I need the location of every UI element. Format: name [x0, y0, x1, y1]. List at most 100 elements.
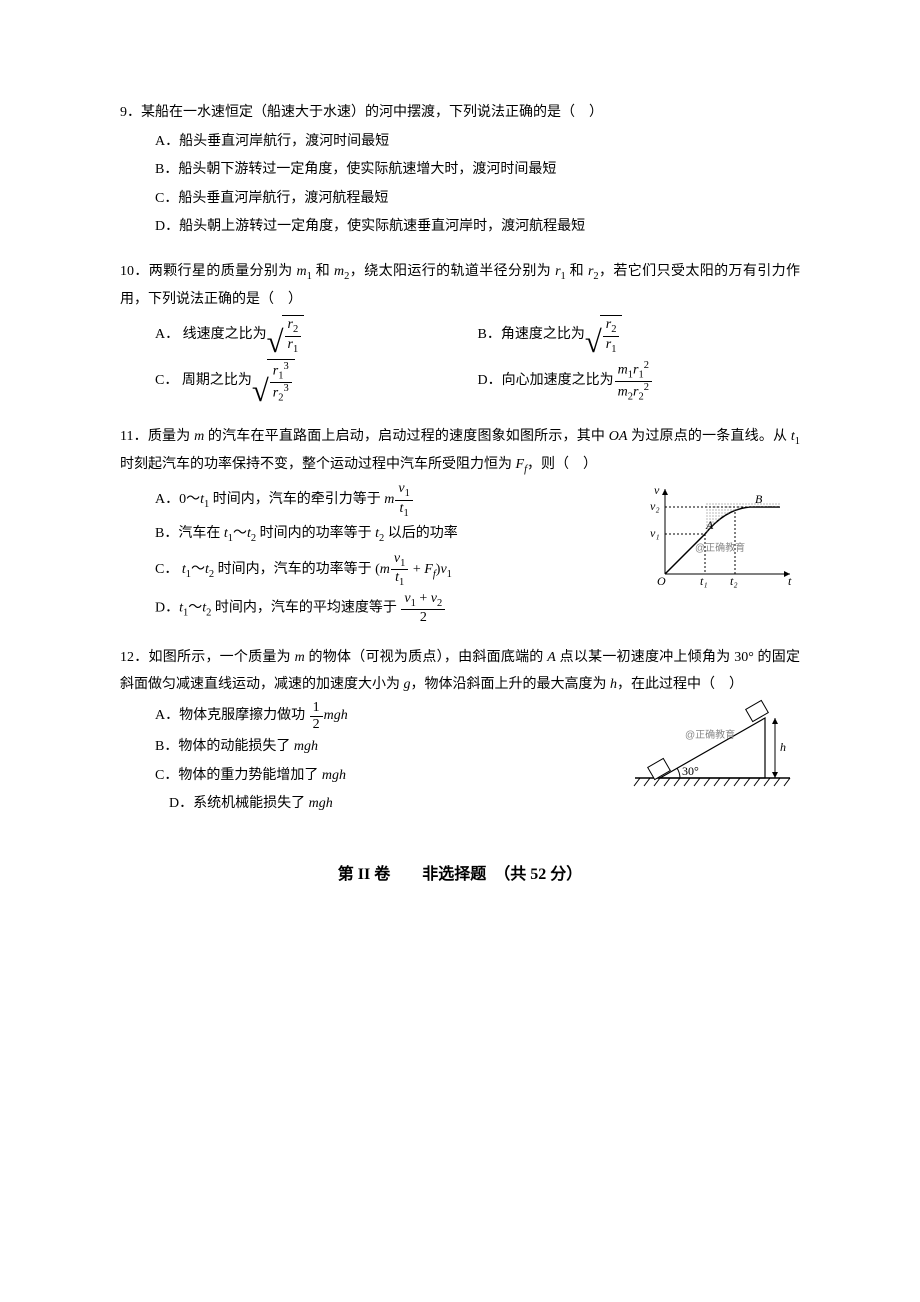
q9-option-c: C．船头垂直河岸航行，渡河航程最短	[155, 186, 800, 213]
q11-b-a: B．汽车在	[155, 526, 224, 541]
q11-option-d: D．t1～t2 时间内，汽车的平均速度等于 v1 + v22	[155, 591, 620, 626]
q12-fig-watermark: @正确教育	[685, 728, 735, 741]
q10-d-den-rsup: 2	[644, 382, 649, 393]
q9-options: A．船头垂直河岸航行，渡河时间最短 B．船头朝下游转过一定角度，使实际航速增大时…	[120, 129, 800, 241]
q11-options: A．0～t1 时间内，汽车的牵引力等于 mv1t1 B．汽车在 t1～t2 时间…	[120, 481, 620, 625]
q12-number: 12．	[120, 650, 148, 665]
q11-stem-a: 质量为	[148, 429, 194, 444]
q10-d-den-rsub: 2	[638, 391, 643, 402]
q12-stem-e: ，在此过程中（ ）	[617, 677, 743, 692]
q12-stem-b: 的物体（可视为质点），由斜面底端的	[305, 650, 548, 665]
q10-option-b: B．角速度之比为 √r2r1	[478, 315, 801, 355]
q12-g: g	[404, 677, 411, 692]
section-2-title: 第 II 卷 非选择题 （共 52 分）	[120, 860, 800, 890]
q12-d-txt: D．系统机械能损失了	[169, 796, 309, 811]
q11-d-b: ～	[188, 600, 202, 615]
q11-option-c: C． t1～t2 时间内，汽车的功率等于 (mv1t1 + Ff)v1	[155, 551, 620, 589]
q12-a-den: 2	[310, 716, 323, 732]
q12-stem-d: ，物体沿斜面上升的最大高度为	[411, 677, 611, 692]
q11-fig-t1: t₁	[700, 574, 708, 588]
q10-a-num-sub: 2	[293, 324, 298, 335]
q11-fig-o: O	[657, 574, 666, 588]
q12-stem-a: 如图所示，一个质量为	[148, 650, 294, 665]
q11-stem: 11．质量为 m 的汽车在平直路面上启动，启动过程的速度图象如图所示，其中 OA…	[120, 424, 800, 479]
q12-b-txt: B．物体的动能损失了	[155, 739, 294, 754]
q10-option-a: A． 线速度之比为 √r2r1	[155, 315, 478, 355]
q10-c-sqrt: √r13r23	[252, 359, 295, 404]
q10-c-label: C． 周期之比为	[155, 368, 252, 395]
q9-option-b: B．船头朝下游转过一定角度，使实际航速增大时，渡河时间最短	[155, 157, 800, 184]
q12-h: h	[610, 677, 617, 692]
q11-m: m	[194, 429, 204, 444]
q12-fig-angle: 30°	[682, 764, 699, 778]
q10-c-den-sup: 3	[283, 383, 288, 394]
q11-a-b: 时间内，汽车的牵引力等于	[209, 493, 384, 508]
q11-stem-d: 时刻起汽车的功率保持不变，整个运动过程中汽车所受阻力恒为	[120, 457, 516, 472]
q10-d-frac: m1r12 m2r22	[615, 360, 652, 403]
q11-c-v1s: 1	[447, 569, 452, 580]
q10-options: A． 线速度之比为 √r2r1 B．角速度之比为 √r2r1 C． 周期之比为 …	[120, 313, 800, 406]
q12-incline-diagram: 30° h @正确教育	[630, 698, 800, 793]
q11-c-frac-den-sub: 1	[399, 577, 404, 588]
q10-b-label: B．角速度之比为	[478, 322, 585, 349]
q11-d-num-v2s: 2	[437, 597, 442, 608]
q11-a-frac-num-sub: 1	[405, 488, 410, 499]
q11-d-num-plus: +	[416, 591, 431, 606]
q10-d-den-m: m	[618, 385, 628, 400]
q11-c-m: m	[380, 562, 390, 577]
q11-c-c: 时间内，汽车的功率等于	[214, 562, 375, 577]
q11-c-frac-num-sub: 1	[400, 558, 405, 569]
q12-option-d: D．系统机械能损失了 mgh	[155, 791, 610, 818]
q11-stem-b: 的汽车在平直路面上启动，启动过程的速度图象如图所示，其中	[204, 429, 609, 444]
q11-b-b: ～	[233, 526, 247, 541]
q9-number: 9．	[120, 105, 141, 120]
q10-stem-c: ，绕太阳运行的轨道半径分别为	[349, 264, 555, 279]
q11-stem-c: 为过原点的一条直线。从	[627, 429, 790, 444]
q10-m1: m	[297, 264, 307, 279]
q11-c-ff: F	[424, 562, 433, 577]
q12-a-a: A．物体克服摩擦力做功	[155, 709, 309, 724]
q11-d-c: 时间内，汽车的平均速度等于	[211, 600, 400, 615]
q10-stem: 10．两颗行星的质量分别为 m1 和 m2，绕太阳运行的轨道半径分别为 r1 和…	[120, 259, 800, 313]
q9-stem-text: 某船在一水速恒定（船速大于水速）的河中摆渡，下列说法正确的是（ ）	[141, 105, 603, 120]
q11-fig-v1: v₁	[650, 526, 660, 540]
q11-fig-watermark: @正确教育	[695, 541, 745, 554]
q11-fig-t2: t₂	[730, 574, 738, 588]
q10-a-den-sub: 1	[293, 343, 298, 354]
q12-c-txt: C．物体的重力势能增加了	[155, 768, 322, 783]
q12-option-c: C．物体的重力势能增加了 mgh	[155, 763, 610, 790]
q11-fig-b: B	[755, 492, 763, 506]
q10-d-num-rsup: 2	[644, 360, 649, 371]
q12-a: A	[547, 650, 556, 665]
q11-oa: OA	[609, 429, 628, 444]
q10-stem-b: 和	[312, 264, 334, 279]
q10-stem-a: 两颗行星的质量分别为	[149, 264, 297, 279]
q11-fig-v: v	[654, 483, 660, 497]
q9-option-d: D．船头朝上游转过一定角度，使实际航速垂直河岸时，渡河航程最短	[155, 214, 800, 241]
q10-c-num-sub: 1	[278, 370, 283, 381]
q11-a-a: A．0～	[155, 493, 200, 508]
q10-c-den-sub: 2	[278, 392, 283, 403]
q11-d-a: D．	[155, 600, 179, 615]
q12-d-mgh: mgh	[309, 796, 333, 811]
q9-option-a: A．船头垂直河岸航行，渡河时间最短	[155, 129, 800, 156]
q11-a-frac-den-sub: 1	[403, 508, 408, 519]
q9-stem: 9．某船在一水速恒定（船速大于水速）的河中摆渡，下列说法正确的是（ ）	[120, 100, 800, 127]
q11-number: 11．	[120, 429, 148, 444]
question-9: 9．某船在一水速恒定（船速大于水速）的河中摆渡，下列说法正确的是（ ） A．船头…	[120, 100, 800, 241]
q11-stem-e: ，则（ ）	[527, 457, 597, 472]
q11-fig-v2: v₂	[650, 499, 660, 513]
q11-ff: F	[516, 457, 525, 472]
q10-option-d: D．向心加速度之比为 m1r12 m2r22	[478, 359, 801, 404]
q10-d-label: D．向心加速度之比为	[478, 368, 614, 395]
q10-c-num-sup: 3	[283, 361, 288, 372]
q11-c-plus: +	[409, 562, 424, 577]
q11-t1-sub: 1	[795, 436, 800, 447]
q11-vt-graph: v v₂ v₁ O t₁ t₂ t A B @正确教育	[640, 479, 800, 589]
q12-options: A．物体克服摩擦力做功 12mgh B．物体的动能损失了 mgh C．物体的重力…	[120, 700, 610, 818]
q11-c-a: C．	[155, 562, 182, 577]
q12-stem: 12．如图所示，一个质量为 m 的物体（可视为质点），由斜面底端的 A 点以某一…	[120, 645, 800, 698]
q11-figure: v v₂ v₁ O t₁ t₂ t A B @正确教育	[620, 479, 800, 600]
q10-d-num-rsub: 1	[638, 369, 643, 380]
question-10: 10．两颗行星的质量分别为 m1 和 m2，绕太阳运行的轨道半径分别为 r1 和…	[120, 259, 800, 406]
